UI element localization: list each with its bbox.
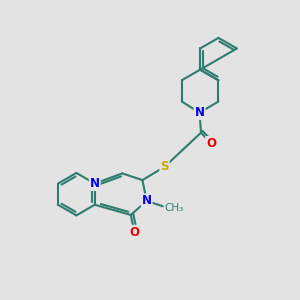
Text: S: S: [160, 160, 169, 173]
Text: CH₃: CH₃: [164, 203, 184, 213]
Text: O: O: [206, 137, 216, 150]
Text: N: N: [194, 106, 205, 119]
Text: N: N: [90, 177, 100, 190]
Text: N: N: [142, 194, 152, 207]
Text: O: O: [129, 226, 139, 239]
